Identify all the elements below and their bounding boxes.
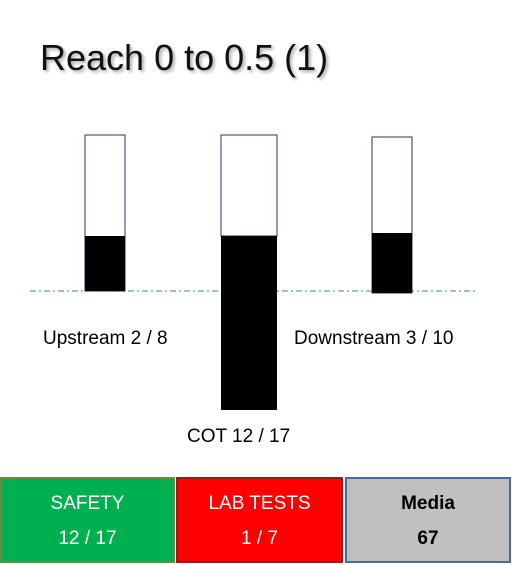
media-tile-value: 67 [417,528,439,549]
safety-tile-label: SAFETY [50,493,125,514]
cot-label: COT 12 / 17 [187,426,291,447]
upstream-gauge-fill [85,236,125,291]
downstream-gauge-fill [372,233,412,293]
page-title: Reach 0 to 0.5 (1) [40,37,329,78]
lab-tests-tile[interactable]: LAB TESTS 1 / 7 [176,477,343,563]
media-tile-label: Media [401,493,455,514]
lab-tests-tile-value: 1 / 7 [241,528,278,549]
media-tile[interactable]: Media 67 [345,477,511,563]
safety-tile[interactable]: SAFETY 12 / 17 [0,477,175,563]
cot-gauge-fill [221,236,277,410]
upstream-label: Upstream 2 / 8 [43,328,168,349]
lab-tests-tile-label: LAB TESTS [208,493,311,514]
gauge-chart [30,134,476,410]
cot-gauge-frame [220,134,278,237]
safety-tile-value: 12 / 17 [58,528,117,549]
downstream-label: Downstream 3 / 10 [294,328,454,349]
